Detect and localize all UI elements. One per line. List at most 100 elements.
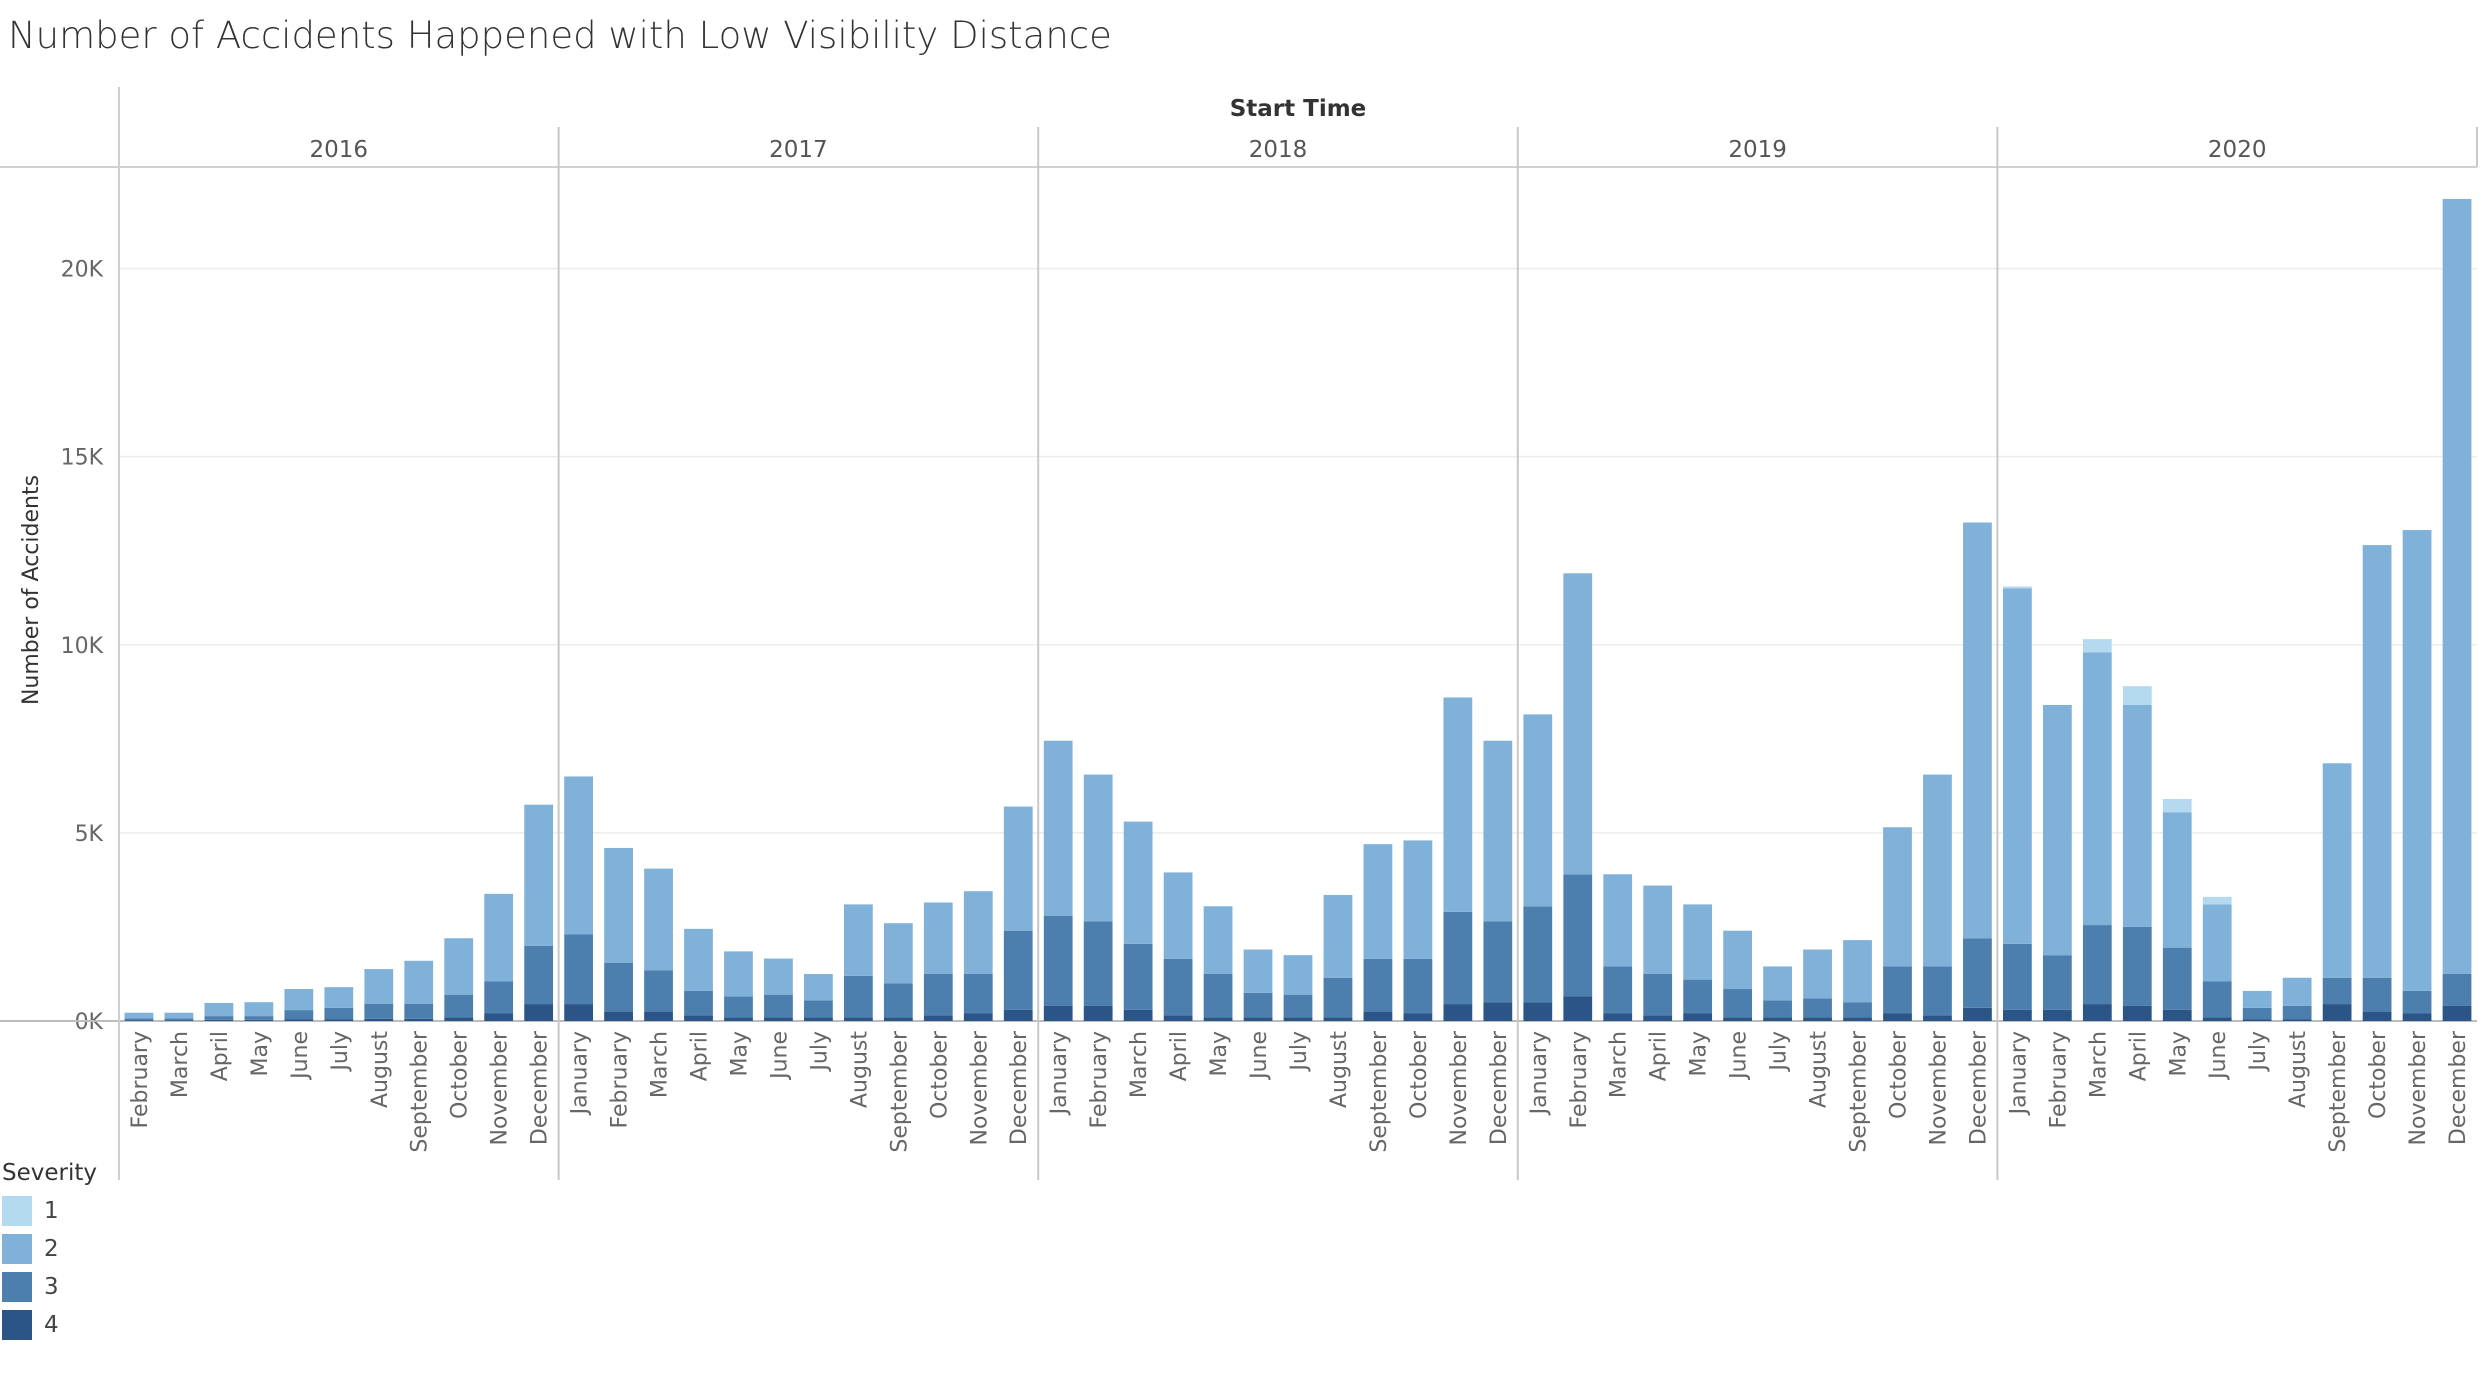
bar-segment-2018-march-severity-3 — [1123, 943, 1153, 1010]
bar-segment-2018-october-severity-2 — [1403, 840, 1433, 959]
month-label-2020-january: January — [2006, 1031, 2031, 1116]
legend-item-2[interactable]: 2 — [2, 1230, 97, 1268]
bar-segment-2019-october-severity-4 — [1883, 1013, 1912, 1021]
bar-segment-2017-july-severity-3 — [804, 1000, 833, 1018]
bar-segment-2019-september-severity-2 — [1843, 940, 1872, 1003]
bar-segment-2017-november-severity-4 — [963, 1013, 993, 1021]
bar-segment-2019-may-severity-4 — [1683, 1013, 1713, 1021]
year-header-2020: 2020 — [2208, 137, 2267, 163]
bar-segment-2020-july-severity-4 — [2242, 1019, 2272, 1021]
bar-segment-2016-march-severity-2 — [164, 1012, 194, 1019]
month-label-2016-july: July — [328, 1031, 353, 1073]
bar-segment-2016-february-severity-4 — [124, 1020, 154, 1021]
month-label-2019-may: May — [1687, 1031, 1712, 1076]
x-axis-title: Start Time — [1230, 96, 1367, 122]
bar-segment-2016-september-severity-4 — [404, 1018, 434, 1021]
bar-segment-2017-june-severity-2 — [764, 958, 793, 995]
month-label-2020-september: September — [2326, 1030, 2351, 1153]
bar-segment-2019-july-severity-4 — [1763, 1017, 1792, 1021]
bar-segment-2019-april-severity-2 — [1643, 885, 1673, 974]
bar-segment-2016-may-severity-4 — [244, 1019, 274, 1021]
month-label-2018-november: November — [1447, 1030, 1472, 1145]
bar-segment-2018-february-severity-3 — [1083, 921, 1113, 1006]
bar-segment-2016-october-severity-3 — [444, 994, 474, 1018]
month-label-2018-september: September — [1367, 1030, 1392, 1153]
month-label-2020-august: August — [2286, 1031, 2311, 1108]
month-label-2017-june: June — [767, 1031, 792, 1081]
bar-segment-2016-february-severity-3 — [124, 1018, 154, 1021]
bar-segment-2018-january-severity-3 — [1043, 915, 1073, 1006]
bar-segment-2017-march-severity-4 — [644, 1011, 673, 1021]
month-label-2018-april: April — [1167, 1031, 1192, 1081]
bar-segment-2016-july-severity-3 — [324, 1007, 354, 1020]
bar-segment-2019-october-severity-3 — [1883, 966, 1912, 1014]
bar-segment-2019-july-severity-3 — [1763, 1000, 1792, 1018]
bar-segment-2017-january-severity-4 — [564, 1004, 593, 1021]
legend-label: 4 — [44, 1312, 59, 1338]
bar-segment-2018-february-severity-4 — [1083, 1005, 1113, 1021]
bar-segment-2019-august-severity-3 — [1803, 998, 1832, 1018]
bar-segment-2019-september-severity-4 — [1843, 1017, 1872, 1021]
bar-segment-2016-july-severity-2 — [324, 987, 354, 1008]
bar-segment-2019-december-severity-2 — [1963, 522, 1992, 939]
bar-segment-2016-august-severity-2 — [364, 969, 394, 1004]
y-tick-label: 20K — [61, 258, 104, 283]
bar-segment-2016-february-severity-2 — [124, 1012, 154, 1019]
month-label-2017-october: October — [927, 1030, 952, 1119]
bar-segment-2016-november-severity-2 — [484, 893, 514, 982]
bar-segment-2020-october-severity-2 — [2362, 545, 2392, 978]
bar-segment-2020-november-severity-4 — [2402, 1013, 2432, 1021]
month-label-2020-december: December — [2446, 1030, 2471, 1145]
bar-segment-2020-may-severity-1 — [2162, 799, 2192, 813]
bar-segment-2017-february-severity-4 — [604, 1011, 633, 1021]
y-tick-label: 0K — [75, 1010, 104, 1035]
bar-segment-2017-july-severity-4 — [804, 1017, 833, 1021]
bar-segment-2020-may-severity-2 — [2162, 812, 2192, 948]
bar-segment-2017-august-severity-4 — [843, 1017, 873, 1021]
year-header-2019: 2019 — [1728, 137, 1787, 163]
bar-segment-2017-march-severity-2 — [644, 868, 673, 971]
bar-segment-2020-january-severity-4 — [2003, 1009, 2032, 1021]
bar-segment-2020-march-severity-3 — [2082, 925, 2112, 1005]
bar-segment-2018-december-severity-3 — [1483, 921, 1513, 1003]
bar-segment-2017-december-severity-4 — [1003, 1009, 1033, 1021]
year-header-2016: 2016 — [310, 137, 369, 163]
bar-segment-2018-may-severity-3 — [1203, 973, 1233, 1018]
bar-segment-2019-february-severity-4 — [1563, 996, 1593, 1021]
bar-segment-2016-december-severity-4 — [524, 1004, 554, 1021]
bar-segment-2018-november-severity-2 — [1443, 697, 1473, 912]
month-label-2017-may: May — [727, 1031, 752, 1076]
month-label-2016-october: October — [448, 1030, 473, 1119]
month-label-2019-july: July — [1767, 1031, 1792, 1073]
month-label-2016-march: March — [168, 1031, 193, 1098]
legend-item-3[interactable]: 3 — [2, 1268, 97, 1306]
month-label-2020-april: April — [2126, 1031, 2151, 1081]
bar-segment-2019-november-severity-4 — [1923, 1015, 1952, 1021]
legend-item-1[interactable]: 1 — [2, 1192, 97, 1230]
month-label-2018-december: December — [1487, 1030, 1512, 1145]
month-label-2018-june: June — [1247, 1031, 1272, 1081]
month-label-2017-january: January — [568, 1031, 593, 1116]
legend-item-4[interactable]: 4 — [2, 1306, 97, 1344]
year-header-2018: 2018 — [1249, 137, 1308, 163]
bar-segment-2017-august-severity-2 — [843, 904, 873, 976]
bar-segment-2017-october-severity-4 — [923, 1015, 953, 1021]
bar-segment-2017-september-severity-4 — [883, 1017, 913, 1021]
bar-segment-2019-november-severity-2 — [1923, 774, 1952, 967]
bar-segment-2020-april-severity-1 — [2122, 686, 2152, 705]
bar-segment-2017-december-severity-2 — [1003, 806, 1033, 931]
bar-segment-2020-june-severity-3 — [2202, 981, 2232, 1018]
bar-segment-2017-january-severity-3 — [564, 934, 593, 1005]
bar-segment-2019-january-severity-4 — [1523, 1002, 1553, 1021]
bar-segment-2016-october-severity-4 — [444, 1017, 474, 1021]
bar-segment-2016-december-severity-3 — [524, 945, 554, 1005]
bar-segment-2019-april-severity-3 — [1643, 973, 1673, 1016]
month-label-2018-may: May — [1207, 1031, 1232, 1076]
bar-segment-2020-september-severity-2 — [2322, 763, 2352, 978]
month-label-2019-april: April — [1647, 1031, 1672, 1081]
bar-segment-2017-september-severity-2 — [883, 923, 913, 984]
month-label-2016-november: November — [488, 1030, 513, 1145]
bar-segment-2019-april-severity-4 — [1643, 1015, 1673, 1021]
bar-segment-2018-september-severity-4 — [1363, 1011, 1393, 1021]
bar-segment-2020-april-severity-3 — [2122, 926, 2152, 1006]
